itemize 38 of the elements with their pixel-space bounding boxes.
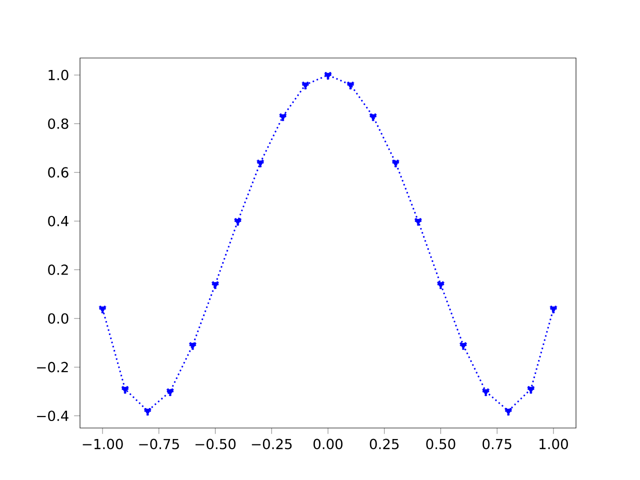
x-tick-label: −1.00	[82, 438, 123, 450]
x-tick-label: 0.50	[426, 438, 456, 450]
point	[188, 342, 198, 350]
point	[233, 218, 242, 226]
y-tick-label: 0.6	[48, 167, 68, 178]
point	[210, 281, 220, 290]
point	[391, 160, 400, 168]
point	[323, 72, 333, 80]
x-tick-label: −0.25	[252, 438, 292, 450]
x-tick-label: −0.75	[139, 438, 179, 450]
point	[436, 281, 446, 290]
y-tick-label: 0.4	[48, 216, 68, 226]
point	[368, 113, 378, 122]
point	[548, 306, 558, 314]
point	[166, 388, 175, 397]
point	[414, 218, 423, 226]
point	[481, 388, 490, 397]
x-tick-label: 0.75	[482, 438, 512, 450]
point	[98, 306, 108, 314]
x-tick-label: 0.00	[314, 438, 342, 450]
y-tick-label: −0.4	[37, 410, 68, 422]
point	[458, 342, 468, 350]
x-tick-label: 0.25	[370, 438, 399, 450]
y-tick-label: 1.0	[48, 70, 68, 80]
y-tick-label: −0.2	[37, 362, 68, 372]
x-tick-label: 1.00	[540, 438, 568, 450]
point	[256, 160, 265, 168]
y-tick-label: 0.2	[48, 264, 68, 276]
point	[143, 408, 152, 416]
x-tick-label: −0.50	[196, 438, 236, 450]
point	[526, 386, 536, 394]
point	[120, 386, 130, 394]
point	[278, 113, 288, 122]
y-tick-label: 0.8	[48, 118, 68, 129]
point	[346, 82, 356, 90]
point	[504, 408, 513, 416]
point	[300, 82, 310, 90]
y-tick-label: 0.0	[48, 313, 68, 324]
